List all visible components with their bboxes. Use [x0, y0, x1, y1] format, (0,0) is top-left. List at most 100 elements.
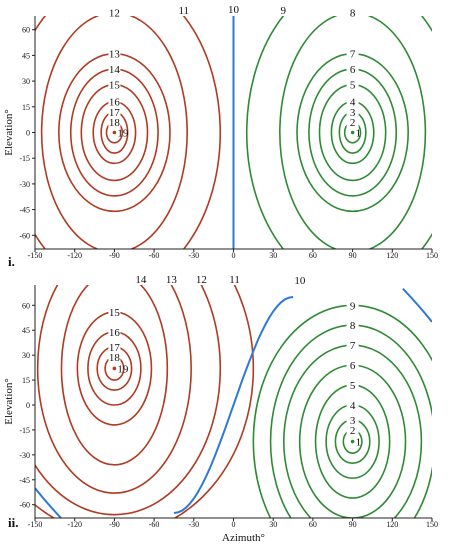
red-contour-label: 14	[109, 64, 121, 76]
x-axis-label: Azimuth°	[222, 532, 265, 544]
blue-contour	[35, 487, 63, 518]
green-contour-label: 2	[350, 425, 356, 437]
red-contour-label: 13	[109, 49, 121, 61]
red-contour-label: 12	[109, 8, 120, 20]
green-contour-label: 7	[350, 340, 356, 352]
y-tick-label: 45	[22, 326, 30, 335]
green-contour-label: 5	[350, 380, 356, 392]
red-contour	[60, 285, 169, 466]
blue-contour	[173, 296, 294, 514]
red-contour-label: 13	[166, 274, 178, 286]
green-contour-label: 6	[350, 360, 356, 372]
red-contour-label: 19	[117, 363, 128, 375]
x-tick-label: -120	[67, 520, 82, 529]
green-contour-label: 9	[280, 5, 286, 17]
y-tick-label: 15	[22, 103, 30, 112]
green-contour	[245, 16, 432, 249]
green-contour	[269, 324, 432, 518]
y-tick-label: -30	[19, 451, 30, 460]
x-tick-label: -150	[28, 251, 43, 260]
panel-id: i.	[8, 254, 15, 269]
green-contour-label: 2	[350, 117, 356, 129]
x-tick-label: -90	[109, 251, 120, 260]
red-center-dot	[112, 366, 117, 371]
red-contour-label: 18	[109, 352, 121, 364]
x-tick-label: -150	[28, 520, 43, 529]
x-tick-label: -30	[188, 520, 199, 529]
y-tick-label: 0	[26, 401, 30, 410]
red-contour-label: 14	[135, 274, 147, 286]
green-contour-label: 4	[350, 97, 356, 109]
red-contour-label: 11	[178, 5, 189, 17]
green-contour	[279, 16, 427, 249]
y-tick-label: 30	[22, 351, 30, 360]
x-tick-label: -90	[109, 520, 120, 529]
blue-contour-label: 10	[228, 4, 240, 16]
green-contour-label: 6	[350, 64, 356, 76]
green-contour-label: 1	[356, 128, 362, 140]
y-tick-label: -30	[19, 180, 30, 189]
red-contour-label: 16	[109, 97, 121, 109]
red-center-dot	[112, 130, 117, 135]
x-tick-label: -60	[149, 520, 160, 529]
x-tick-label: 120	[386, 251, 398, 260]
green-contour-label: 9	[350, 300, 356, 312]
red-contour	[35, 285, 222, 516]
red-contour-label: 16	[109, 327, 121, 339]
y-tick-label: -60	[19, 501, 30, 510]
x-tick-label: 30	[269, 251, 277, 260]
x-tick-label: 150	[426, 251, 438, 260]
x-tick-label: 90	[349, 520, 357, 529]
red-contour-label: 19	[117, 128, 128, 140]
x-tick-label: -60	[149, 251, 160, 260]
green-contour-label: 1	[356, 437, 362, 449]
x-tick-label: 60	[309, 251, 317, 260]
y-tick-label: -15	[19, 426, 30, 435]
x-tick-label: 90	[349, 251, 357, 260]
x-tick-label: 30	[269, 520, 277, 529]
x-tick-label: 60	[309, 520, 317, 529]
y-axis-label: Elevation°	[3, 109, 15, 156]
red-contour-label: 15	[109, 80, 121, 92]
y-tick-label: -45	[19, 476, 30, 485]
red-contour	[35, 16, 222, 249]
green-center-dot	[350, 439, 355, 444]
y-axis-label: Elevation°	[3, 378, 15, 425]
x-tick-label: 0	[232, 520, 236, 529]
green-contour-label: 3	[350, 107, 356, 119]
red-contour	[40, 16, 188, 249]
x-tick-label: -120	[67, 251, 82, 260]
red-contour-label: 11	[229, 274, 240, 286]
y-tick-label: 15	[22, 376, 30, 385]
y-tick-label: 0	[26, 129, 30, 138]
green-contour-label: 5	[350, 80, 356, 92]
green-contour-label: 4	[350, 400, 356, 412]
red-contour-label: 17	[109, 342, 121, 354]
y-tick-label: 60	[22, 301, 30, 310]
x-tick-label: 120	[386, 520, 398, 529]
green-contour-label: 7	[350, 49, 356, 61]
blue-contour-label: 10	[294, 275, 306, 287]
red-contour-label: 12	[196, 274, 207, 286]
x-tick-label: 150	[426, 520, 438, 529]
green-center-dot	[350, 130, 355, 135]
red-contour-label: 15	[109, 307, 121, 319]
panel-id: ii.	[8, 515, 18, 530]
y-tick-label: -15	[19, 154, 30, 163]
x-tick-label: 0	[232, 251, 236, 260]
x-tick-label: -30	[188, 251, 199, 260]
red-contour-label: 18	[109, 117, 121, 129]
y-tick-label: -60	[19, 231, 30, 240]
green-contour-label: 8	[350, 320, 356, 332]
red-contour	[36, 285, 192, 494]
y-tick-label: 30	[22, 77, 30, 86]
y-tick-label: 60	[22, 26, 30, 35]
blue-contour	[402, 287, 432, 323]
green-contour-label: 3	[350, 415, 356, 427]
green-contour-label: 8	[350, 8, 356, 20]
y-tick-label: 45	[22, 51, 30, 60]
red-contour-label: 17	[109, 107, 121, 119]
